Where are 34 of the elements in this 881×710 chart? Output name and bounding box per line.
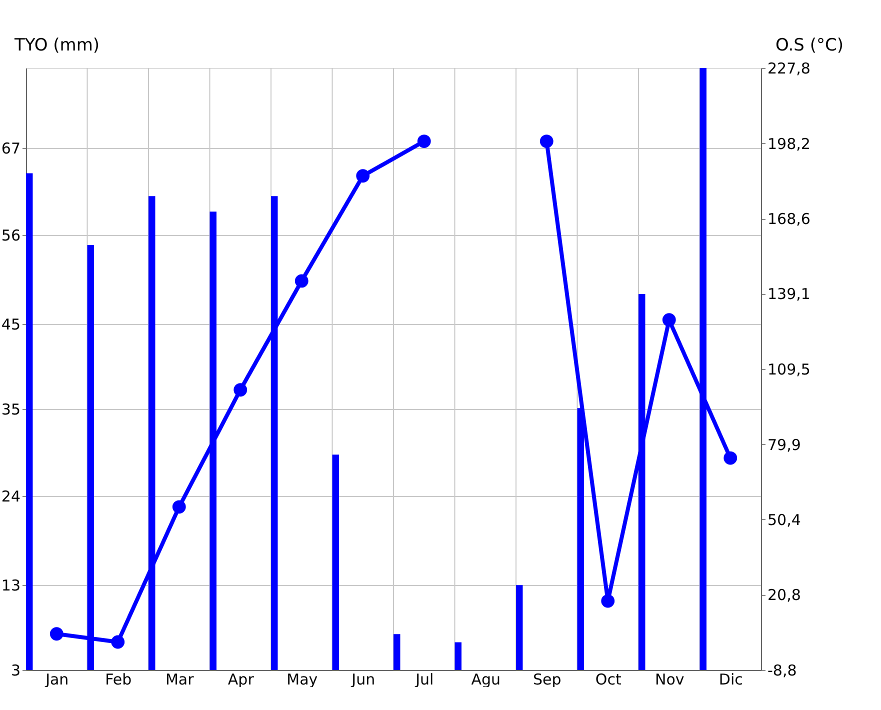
point	[50, 627, 64, 641]
point	[172, 500, 186, 514]
y-tick-label: 45	[1, 316, 20, 334]
x-tick-label: Nov	[654, 670, 684, 688]
point	[417, 134, 431, 148]
y-tick-label: 3	[10, 662, 20, 680]
x-tick-label: Feb	[105, 670, 132, 688]
point	[662, 313, 676, 327]
y-tick-label: 35	[1, 400, 20, 418]
y2-tick-label: 168,6	[768, 210, 810, 228]
x-tick-label: Oct	[595, 670, 622, 688]
y2-tick-label: 139,1	[768, 285, 810, 304]
point	[234, 383, 248, 397]
y-tick-label: 67	[1, 139, 20, 158]
point	[111, 635, 125, 649]
y-tick-label: 24	[1, 488, 20, 506]
y-axis-title: TYO (mm)	[14, 36, 100, 56]
point	[294, 274, 308, 288]
x-tick-label: Mar	[165, 670, 195, 688]
y2-tick-label: 20,8	[768, 586, 801, 604]
y2-tick-label: 109,5	[768, 360, 810, 378]
point	[724, 451, 738, 465]
y2-tick-label: 50,4	[768, 510, 801, 529]
x-tick-label: Dic	[718, 670, 743, 688]
y2-axis-title: O.S (°C)	[776, 36, 844, 56]
y2-tick-label: -8,8	[768, 662, 797, 680]
y2-tick-label: 227,8	[768, 60, 810, 78]
point	[356, 169, 370, 183]
y-tick-label: 56	[1, 226, 20, 244]
y-tick-label: 13	[1, 576, 20, 595]
point	[540, 134, 554, 148]
y2-tick-label: 79,9	[768, 436, 801, 454]
y2-tick-label: 198,2	[768, 134, 810, 153]
point	[601, 594, 615, 608]
